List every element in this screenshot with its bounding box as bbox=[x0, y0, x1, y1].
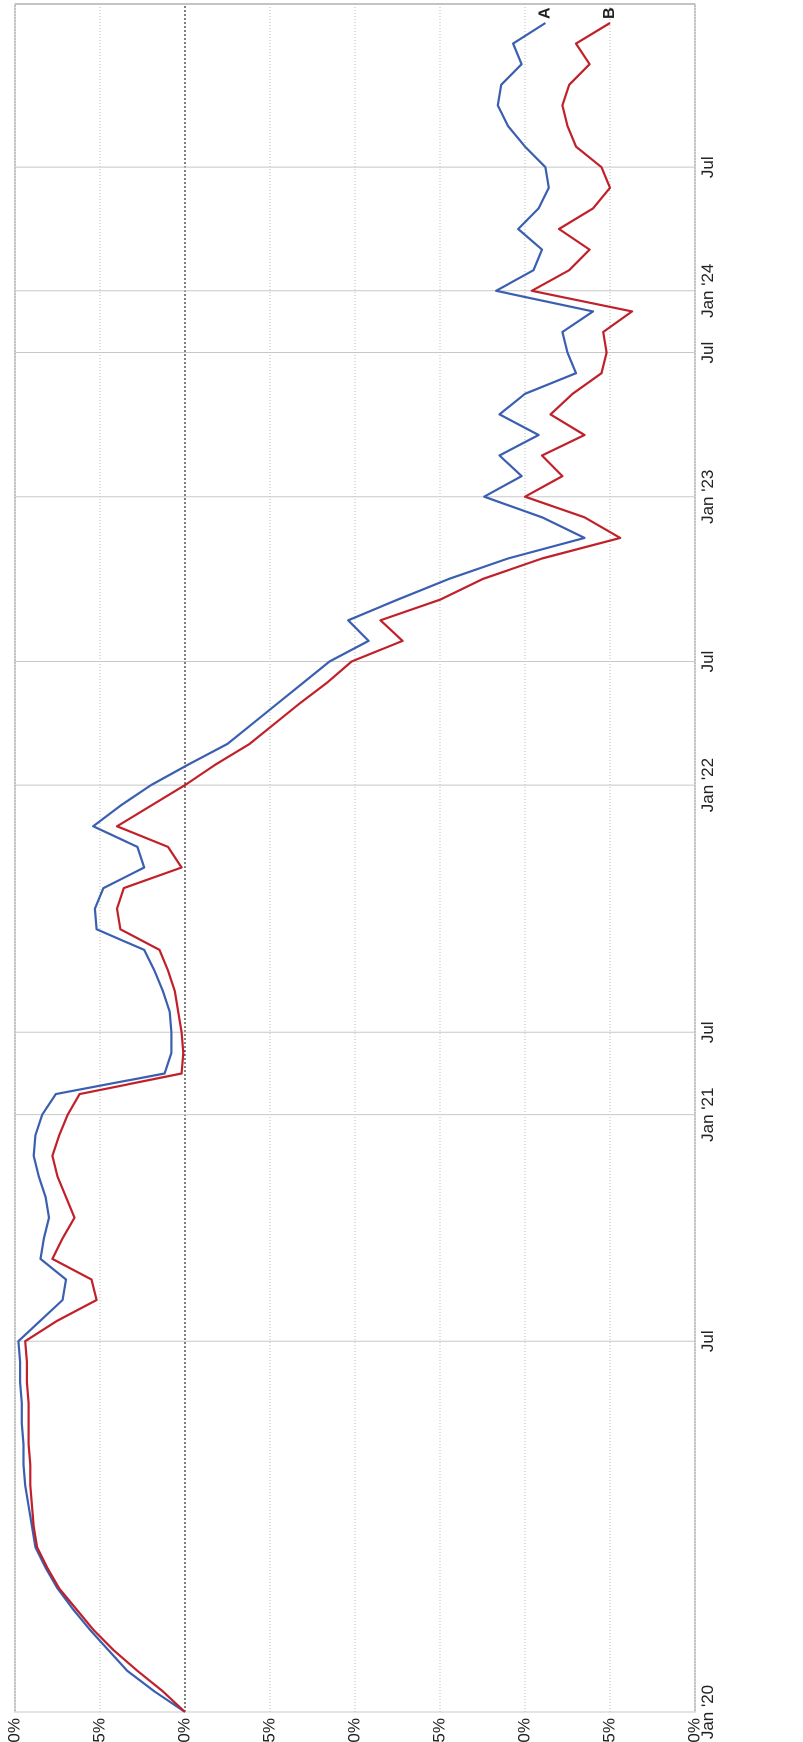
rotated-chart: -30% -25% -20% -15% -10% -5% 0% 5% 10% Jan '20 Jul… bbox=[4, 3, 717, 1742]
y-tick-label: -10% bbox=[344, 1718, 363, 1742]
y-tick-label: -5% bbox=[259, 1718, 278, 1742]
y-tick-label: -30% bbox=[684, 1718, 703, 1742]
series-line bbox=[17, 22, 595, 1713]
y-tick-label: 10% bbox=[4, 1718, 23, 1742]
series-label: B bbox=[601, 7, 618, 19]
series-line bbox=[24, 22, 634, 1713]
y-tick-label: 5% bbox=[89, 1718, 108, 1742]
x-tick-label: Jul bbox=[698, 1330, 717, 1352]
x-tick-label: Jan '24 bbox=[698, 264, 717, 318]
y-tick-label: -25% bbox=[599, 1718, 618, 1742]
x-tick-label: Jan '22 bbox=[698, 758, 717, 812]
y-tick-label: -15% bbox=[429, 1718, 448, 1742]
x-tick-label: Jan '20 bbox=[698, 1685, 717, 1739]
series-label: A bbox=[537, 7, 554, 19]
y-tick-label: 0% bbox=[174, 1718, 193, 1742]
x-tick-label: Jul bbox=[698, 342, 717, 364]
plot-area bbox=[14, 3, 696, 1713]
x-tick-label: Jul bbox=[698, 1021, 717, 1043]
x-tick-label: Jul bbox=[698, 156, 717, 178]
y-tick-label: -20% bbox=[514, 1718, 533, 1742]
x-tick-label: Jan '21 bbox=[698, 1088, 717, 1142]
x-tick-label: Jan '23 bbox=[698, 470, 717, 524]
x-tick-label: Jul bbox=[698, 651, 717, 673]
